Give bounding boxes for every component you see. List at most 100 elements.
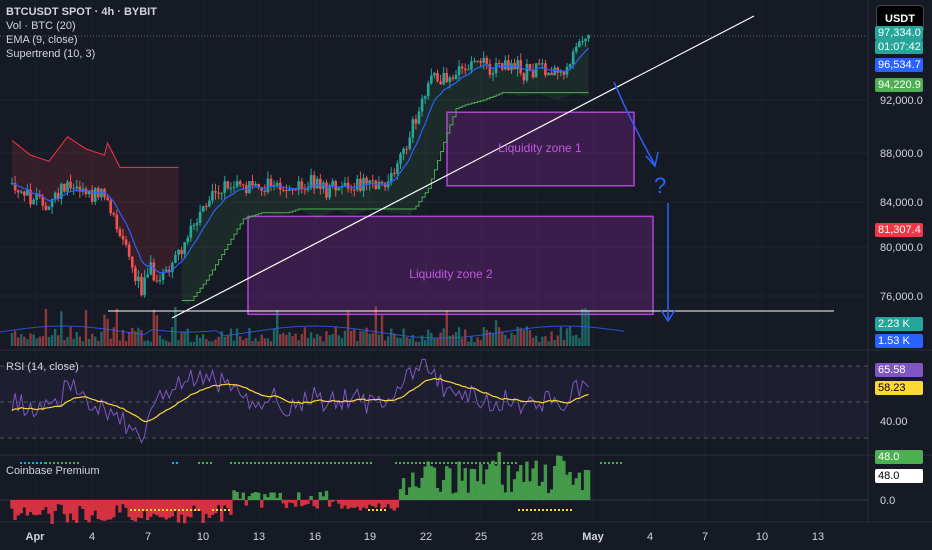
cbp-dot (176, 462, 178, 464)
cbp-bar (84, 500, 88, 520)
price-tag: 2.23 K (875, 317, 923, 331)
rsi-pane[interactable]: 40.00 (0, 358, 908, 444)
cbp-bar (383, 500, 387, 508)
cbp-label[interactable]: Coinbase Premium (6, 465, 100, 477)
cbp-bar (232, 490, 236, 500)
candle-body (396, 163, 399, 174)
candle-body (402, 148, 405, 154)
cbp-dot (431, 462, 433, 464)
cbp-bar (420, 477, 424, 500)
volume-bar (488, 331, 492, 346)
candle-body (297, 181, 301, 190)
volume-bar (35, 338, 38, 346)
cbp-bar (352, 500, 356, 508)
cbp-dot (439, 462, 441, 464)
candle-body (140, 276, 143, 296)
drawings[interactable]: ? Liquidity zone 1 Liquidity zone 2 (108, 15, 834, 323)
cbp-dot (407, 462, 409, 464)
time-tick: 13 (253, 531, 265, 543)
candle-body (319, 178, 322, 189)
cbp-bar (472, 468, 477, 500)
candle-body (257, 183, 260, 188)
symbol-title[interactable]: BTCUSDT SPOT · 4h · BYBIT (6, 6, 157, 18)
volume-bar (69, 326, 72, 346)
cbp-bar (435, 487, 440, 500)
volume-bar (140, 330, 143, 346)
cbp-bar (179, 500, 184, 515)
volume-bar (451, 334, 455, 346)
cbp-dot (270, 462, 272, 464)
indicator-ema[interactable]: EMA (9, close) (6, 34, 78, 46)
cbp-bar (549, 489, 554, 500)
volume-bar (254, 338, 257, 346)
candle-body (152, 262, 156, 281)
price-tick: 80,000.0 (880, 242, 923, 254)
candle-body (349, 188, 353, 190)
cbp-dot (198, 462, 200, 464)
volume-bar (300, 333, 304, 346)
volume-bar (78, 336, 82, 346)
cbp-bar (337, 500, 341, 504)
volume-bar (377, 334, 381, 346)
cbp-bar (275, 497, 279, 500)
candle-body (399, 153, 402, 164)
supertrend (11, 34, 589, 305)
cbp-dot (471, 462, 473, 464)
candle-body (445, 72, 449, 82)
candle-body (528, 63, 532, 71)
candle-body (155, 280, 159, 282)
cbp-dot (491, 462, 493, 464)
time-tick: Apr (26, 531, 46, 543)
cbp-dot (342, 462, 344, 464)
candle-body (451, 77, 455, 79)
cbp-dot (366, 462, 368, 464)
cbp-dot (463, 462, 465, 464)
candle-body (426, 83, 430, 97)
volume-bar (374, 306, 378, 346)
candle-body (531, 70, 535, 78)
volume-bar (226, 335, 230, 346)
indicator-vol[interactable]: Vol · BTC (20) (6, 20, 76, 32)
cbp-dot (399, 462, 401, 464)
cbp-bar (263, 494, 267, 500)
cbp-bar (321, 496, 326, 500)
cbp-dot (483, 462, 485, 464)
cbp-dot (238, 462, 240, 464)
volume-bar (534, 335, 538, 346)
cbp-dot (310, 462, 312, 464)
candle-body (195, 222, 199, 225)
cbp-bar (235, 491, 239, 500)
volume-bar (171, 326, 174, 346)
cbp-dot (216, 509, 218, 511)
cbp-bar (300, 500, 304, 507)
candle-body (485, 57, 489, 64)
rsi-label[interactable]: RSI (14, close) (6, 361, 79, 373)
cbp-bar (503, 492, 508, 500)
candle-body (359, 178, 362, 191)
candle-body (346, 182, 350, 189)
candle-body (352, 189, 356, 191)
cbp-dot (604, 462, 606, 464)
coinbase-premium-pane[interactable]: 0.0 (0, 452, 895, 524)
volume-bar (390, 328, 393, 346)
cbp-dot (380, 509, 382, 511)
indicator-supertrend[interactable]: Supertrend (10, 3) (6, 48, 96, 60)
candle-body (90, 190, 94, 202)
candle-body (149, 262, 153, 275)
cbp-bar (512, 479, 517, 500)
volume-bar (386, 336, 390, 346)
cbp-bar (343, 500, 347, 506)
cbp-bar (62, 500, 67, 515)
cbp-bar (81, 500, 85, 510)
volume-bar (430, 332, 433, 346)
cbp-bar (349, 500, 353, 508)
candle-body (300, 181, 304, 190)
cbp-bar (491, 460, 495, 500)
cbp-bar (577, 472, 582, 500)
candle-body (331, 181, 334, 186)
volume-bar (180, 332, 183, 346)
volume-bar (232, 340, 236, 346)
cbp-bar (161, 500, 165, 518)
volume-bar (556, 335, 559, 346)
